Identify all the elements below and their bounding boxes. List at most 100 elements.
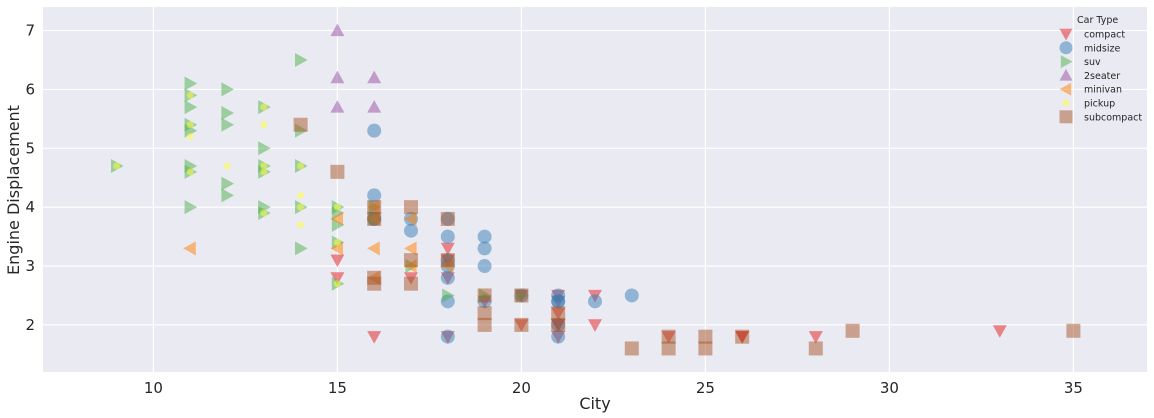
plot-background [43,7,1147,372]
point-subcompact [698,341,713,356]
point-suv [221,117,234,132]
legend-label-midsize: midsize [1084,43,1120,54]
point-suv [258,141,271,156]
x-tick-label: 20 [512,379,531,397]
point-2seater [330,23,345,37]
legend: Car Type compact midsize suv 2seater minivan… [1059,15,1142,124]
point-pickup [186,91,194,99]
point-suv [184,200,198,215]
y-tick-label: 5 [25,139,35,157]
point-pickup [297,221,305,229]
point-2seater [367,70,382,84]
y-axis-label: Engine Displacement [4,105,23,275]
point-compact [330,254,345,268]
legend-marker-compact [1059,28,1073,41]
point-suv [295,241,308,256]
series-2seater [330,23,382,113]
data-points [111,23,1081,356]
x-tick-label: 30 [880,379,899,397]
point-subcompact [367,276,382,291]
point-subcompact [845,323,860,338]
point-subcompact [330,164,345,179]
point-subcompact [698,329,713,344]
point-pickup [223,162,231,170]
point-midsize [551,294,566,309]
point-2seater [367,100,382,113]
point-compact [992,325,1007,338]
x-tick-labels: 10 15 20 25 30 35 [144,379,1083,397]
legend-label-compact: compact [1084,30,1125,41]
point-subcompact [624,341,639,356]
point-subcompact [551,317,566,332]
y-tick-label: 4 [25,198,35,216]
point-pickup [260,209,268,217]
x-tick-label: 35 [1064,379,1083,397]
point-midsize [440,229,455,244]
legend-label-subcompact: subcompact [1084,112,1142,123]
series-pickup [113,91,341,288]
point-subcompact [477,306,492,321]
legend-marker-2seater [1059,68,1073,81]
point-subcompact [514,288,529,303]
x-tick-label: 25 [696,379,715,397]
point-compact [808,331,823,344]
x-tick-label: 10 [144,379,163,397]
y-tick-labels: 2 3 4 5 6 7 [25,22,35,334]
point-subcompact [440,211,455,226]
point-minivan [404,241,417,256]
y-tick-label: 2 [25,316,35,334]
point-suv [442,288,455,303]
legend-label-2seater: 2seater [1084,71,1120,82]
x-tick-label: 15 [328,379,347,397]
point-compact [440,242,455,256]
legend-label-pickup: pickup [1084,99,1115,110]
point-pickup [333,203,341,211]
legend-marker-midsize [1059,41,1073,55]
point-pickup [186,133,194,141]
point-pickup [260,103,268,111]
point-subcompact [477,288,492,303]
point-pickup [186,121,194,129]
point-pickup [297,203,305,211]
point-pickup [333,280,341,288]
point-subcompact [440,253,455,268]
point-midsize [440,329,455,344]
point-compact [367,331,382,344]
point-subcompact [477,317,492,332]
point-2seater [330,100,345,113]
y-tick-label: 7 [25,22,35,40]
legend-label-minivan: minivan [1084,85,1122,96]
point-subcompact [1066,323,1081,338]
legend-title: Car Type [1077,15,1118,26]
legend-label-suv: suv [1084,57,1101,68]
point-minivan [404,211,417,226]
point-pickup [113,162,121,170]
point-subcompact [404,276,418,291]
point-pickup [333,238,341,246]
point-pickup [186,168,194,176]
y-tick-label: 6 [25,80,35,98]
point-subcompact [367,211,382,226]
point-subcompact [367,200,382,215]
legend-marker-pickup [1062,99,1070,107]
point-midsize [440,270,455,285]
point-midsize [477,229,492,244]
point-pickup [297,162,305,170]
point-2seater [330,70,345,84]
point-subcompact [735,329,750,344]
point-midsize [551,329,566,344]
point-subcompact [514,317,529,332]
series-subcompact [293,117,1081,356]
point-pickup [260,162,268,170]
point-subcompact [661,329,676,344]
point-subcompact [808,341,823,356]
point-suv [221,82,234,97]
point-midsize [367,123,382,138]
point-midsize [624,288,639,303]
point-suv [221,105,234,120]
point-minivan [183,241,196,256]
point-suv [221,188,234,203]
point-compact [588,319,602,332]
point-suv [184,76,198,91]
